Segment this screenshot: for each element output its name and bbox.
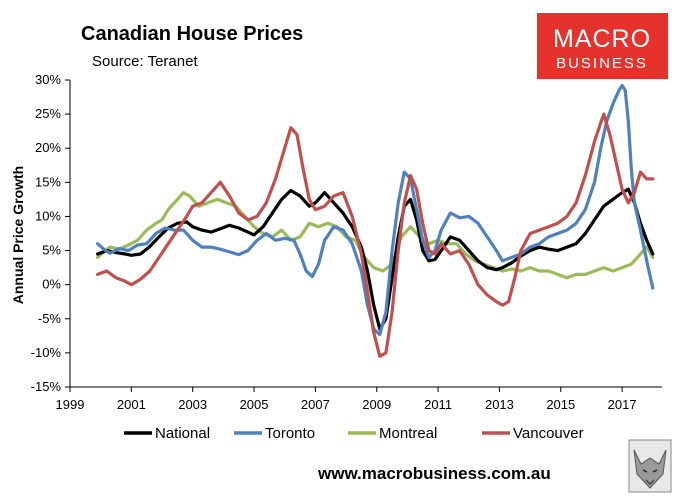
y-tick-label: 30% [35,72,61,87]
logo-line1: MACRO [553,25,651,53]
x-tick-label: 2003 [178,397,207,412]
macrobusiness-logo: MACRO BUSINESS [537,13,668,79]
x-tick-label: 1999 [56,397,85,412]
series-lines [95,83,655,358]
y-axis-title: Annual Price Growth [10,166,26,304]
x-tick-label: 2007 [301,397,330,412]
logo-background [537,13,668,79]
legend-label-national: National [155,425,210,442]
series-line-montreal [95,191,655,280]
y-tick-label: -5% [38,311,62,326]
x-tick-label: 2005 [240,397,269,412]
website-url: www.macrobusiness.com.au [317,464,551,483]
legend-label-vancouver: Vancouver [513,425,584,442]
legend: National Toronto Montreal Vancouver [124,425,584,442]
legend-label-montreal: Montreal [379,425,437,442]
logo-line2: BUSINESS [556,55,648,72]
x-tick-label: 2017 [608,397,637,412]
series-line-toronto [95,83,655,337]
y-tick-label: 20% [35,140,61,155]
x-tick-label: 2009 [362,397,391,412]
y-axis: 30% 25% 20% 15% 10% 5% 0% -5% -10% -15% [31,72,70,394]
y-tick-label: 25% [35,106,61,121]
y-tick-label: 0% [42,277,61,292]
wolf-logo-icon [628,439,672,493]
chart-subtitle: Source: Teranet [92,53,198,70]
x-tick-label: 2001 [117,397,146,412]
y-tick-label: -10% [31,345,62,360]
legend-label-toronto: Toronto [265,425,315,442]
y-tick-label: 15% [35,174,61,189]
y-tick-label: 5% [42,243,61,258]
y-tick-label: -15% [31,379,62,394]
series-line-national [95,187,655,331]
y-tick-label: 10% [35,208,61,223]
x-tick-label: 2013 [485,397,514,412]
x-axis: 1999 2001 2003 2005 2007 2009 2011 2013 2015 2017 [56,387,637,412]
series-line-vancouver [95,112,655,358]
chart-title: Canadian House Prices [81,23,303,45]
x-tick-label: 2015 [546,397,575,412]
x-tick-label: 2011 [424,397,452,412]
